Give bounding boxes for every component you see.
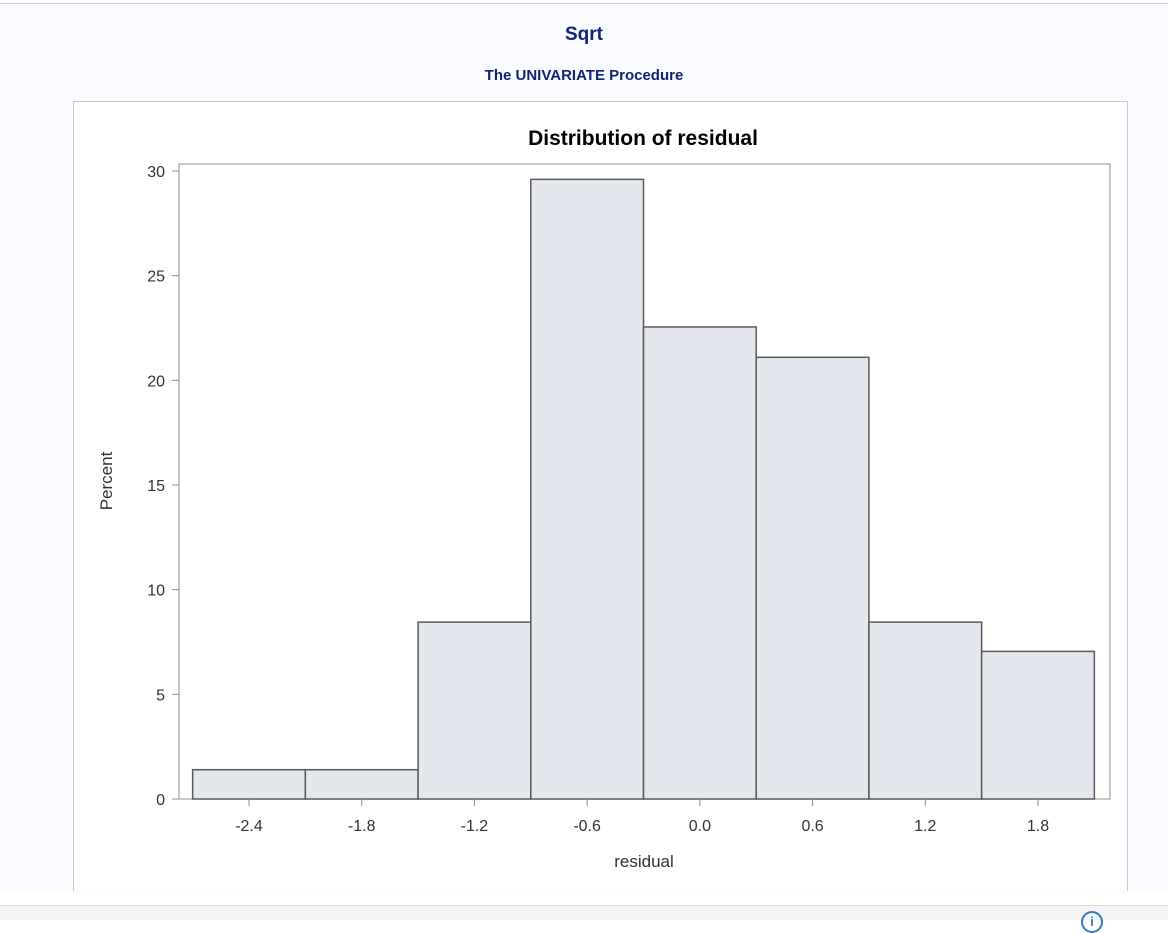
chart-title: Distribution of residual [528,127,758,150]
x-tick-label: -1.2 [461,818,489,835]
status-bar [0,905,1168,920]
histogram-bar [642,326,757,800]
x-tick-label: -0.6 [573,818,601,835]
x-tick-label: -1.8 [348,818,376,835]
x-tick-label: 0.0 [689,818,711,835]
histogram-bar [980,650,1096,800]
y-tick-label: 0 [156,792,165,809]
procedure-subtitle: The UNIVARIATE Procedure [484,67,684,84]
histogram-bar [191,768,307,800]
x-tick-label: 0.6 [801,818,823,835]
y-tick-label: 10 [147,583,165,600]
x-axis: -2.4 -1.8 -1.2 -0.6 0.0 0.6 1.2 1.8 [235,799,1049,835]
histogram-bar [755,356,870,800]
histogram-bar [868,621,983,800]
bars-group [191,178,1096,800]
x-tick-label: -2.4 [235,818,263,835]
x-tick-label: 1.8 [1027,818,1049,835]
y-tick-label: 25 [147,269,165,286]
y-axis: 0 5 10 15 20 25 30 [147,164,179,809]
histogram-bar [417,621,532,800]
y-tick-label: 20 [147,373,165,390]
info-icon[interactable]: i [1081,911,1103,933]
y-tick-label: 30 [147,164,165,181]
histogram-chart: Distribution of residual 0 5 10 15 20 25 30 -2… [97,127,1111,871]
y-tick-label: 15 [147,478,165,495]
x-axis-label: residual [614,852,674,871]
page-title: Sqrt [565,24,603,45]
y-axis-label: Percent [97,451,116,510]
histogram-bar [304,768,419,800]
x-tick-label: 1.2 [914,818,936,835]
y-tick-label: 5 [156,687,165,704]
histogram-bar [530,178,645,800]
